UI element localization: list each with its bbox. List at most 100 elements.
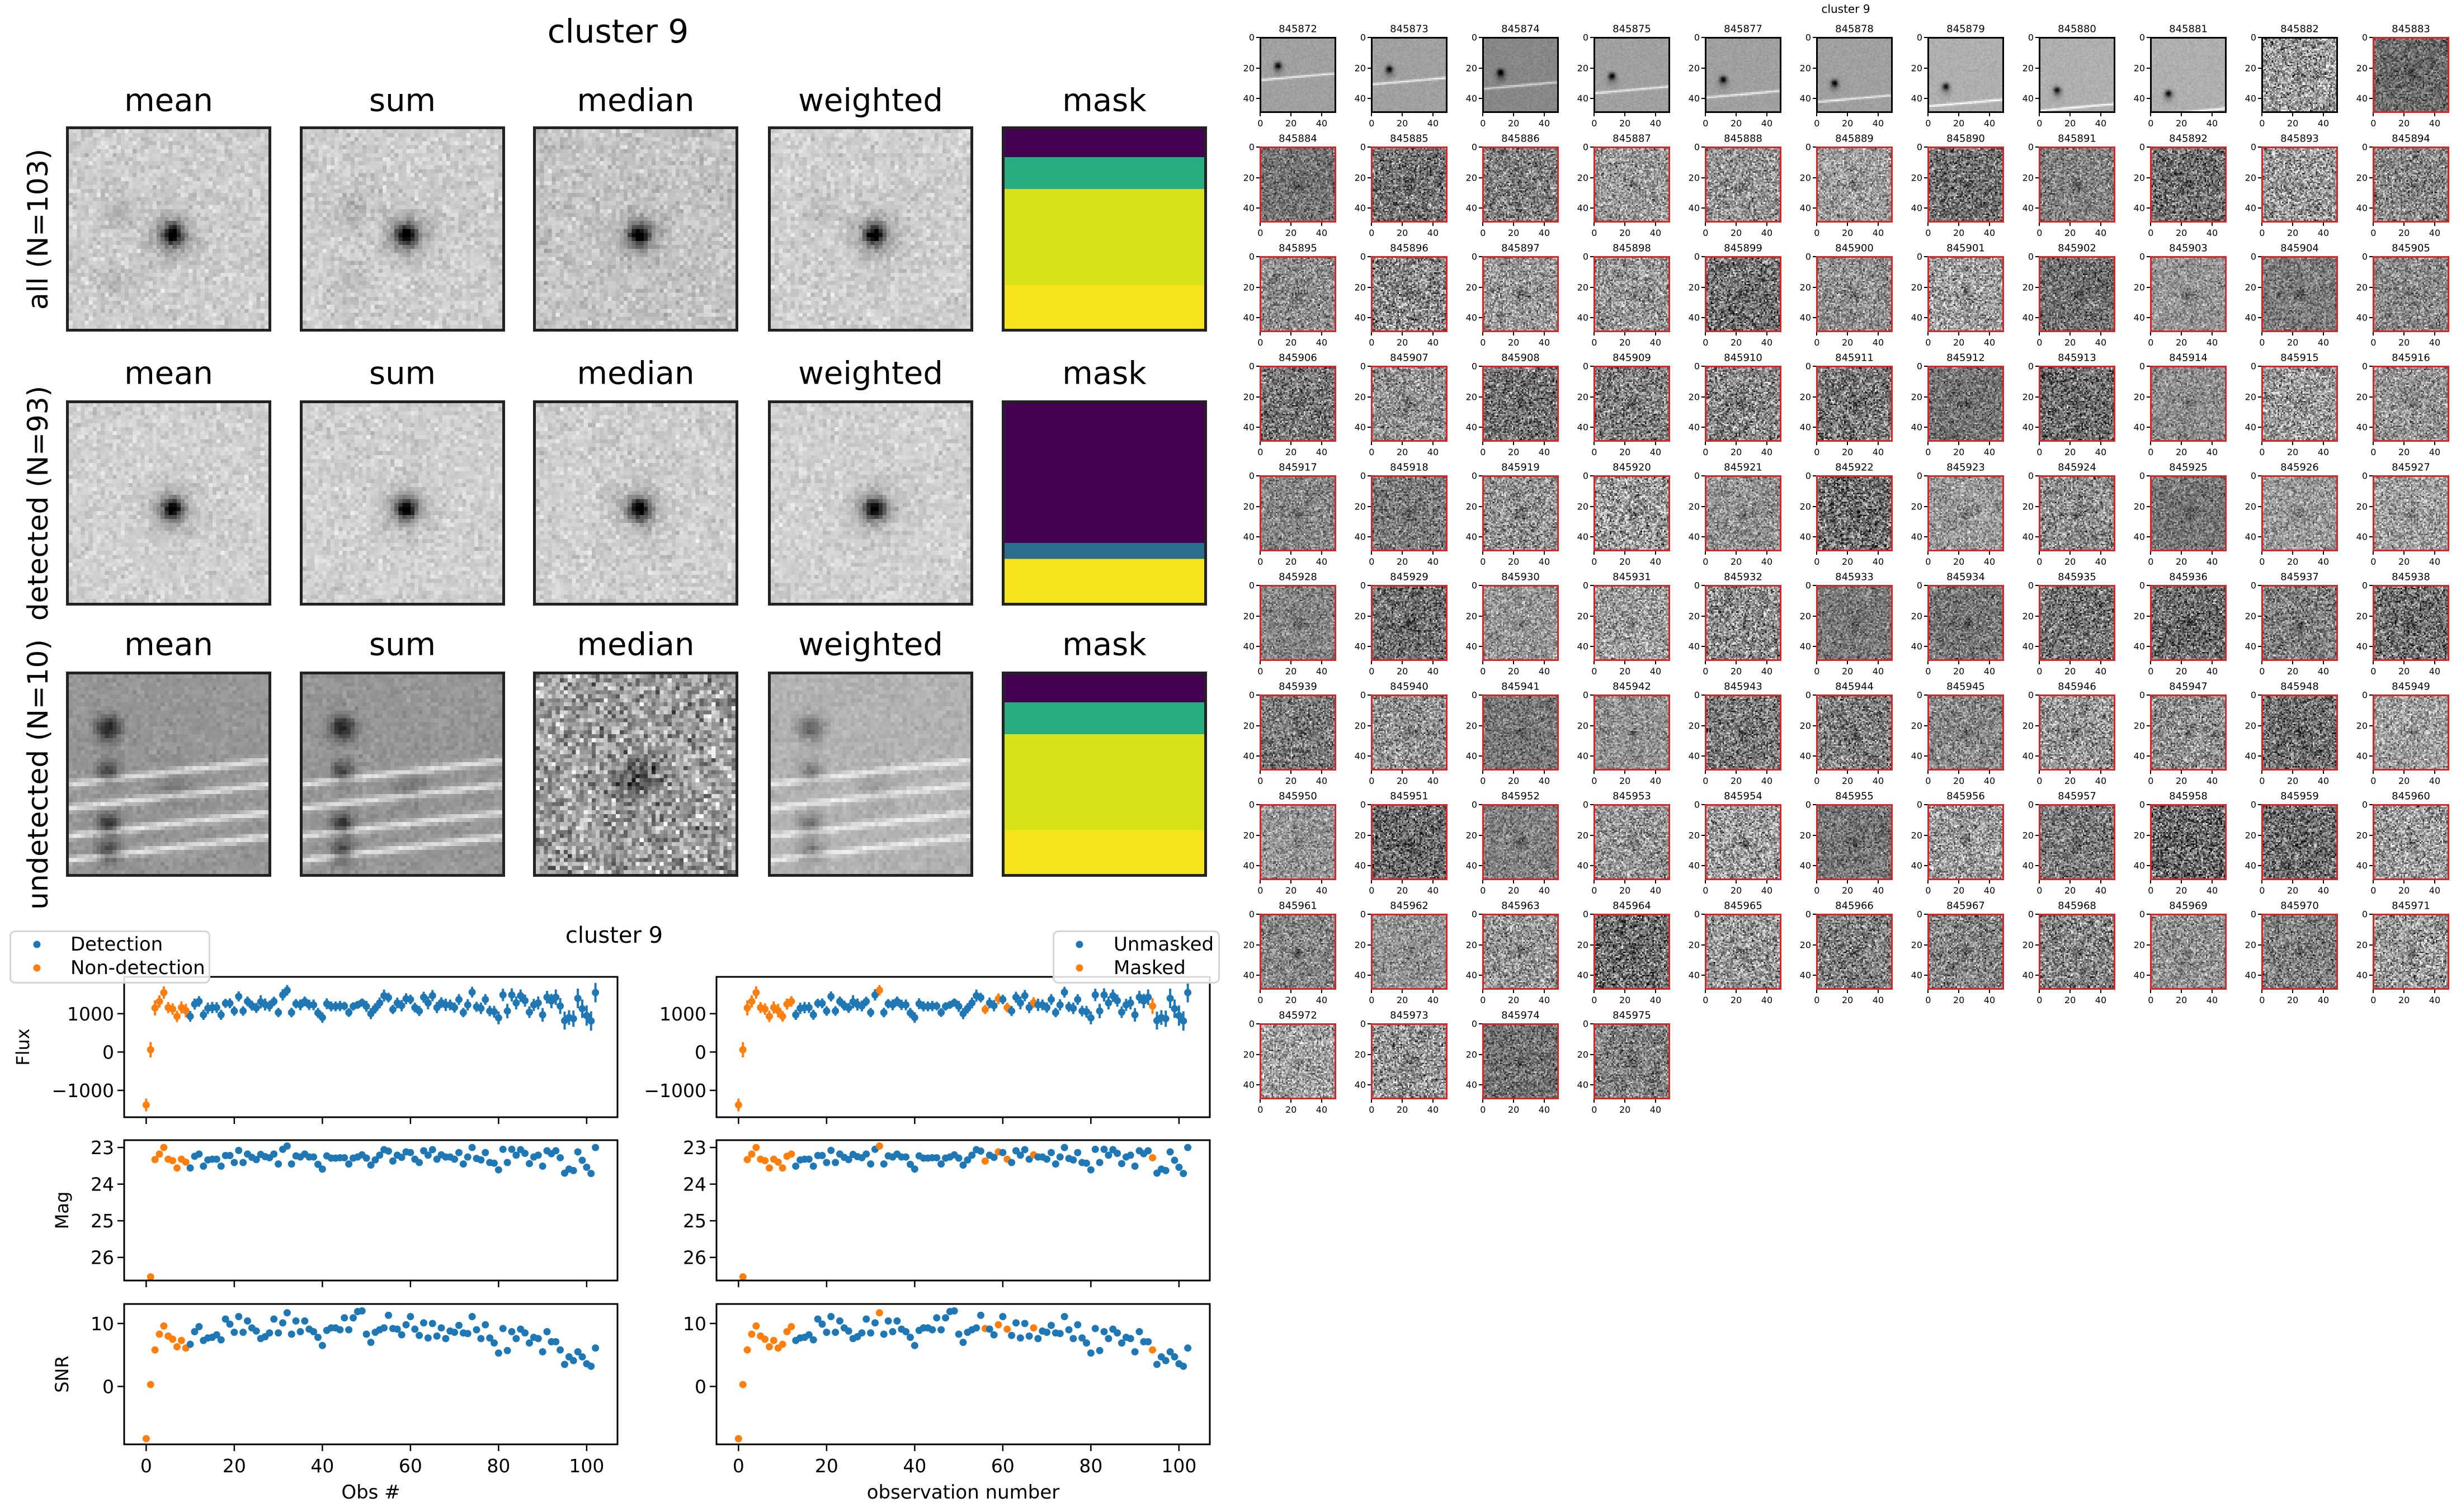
cutout-thumbnail[interactable]: [2373, 585, 2449, 661]
cutout-thumbnail[interactable]: [1593, 694, 1670, 771]
cutout-thumbnail[interactable]: [1482, 914, 1559, 990]
cutout-thumbnail[interactable]: [2373, 37, 2449, 113]
cutout-thumbnail[interactable]: [2373, 475, 2449, 551]
cutout-thumbnail[interactable]: [1371, 694, 1448, 771]
cutout-thumbnail[interactable]: [2261, 914, 2338, 990]
cutout-thumbnail[interactable]: [2261, 256, 2338, 332]
cutout-thumbnail[interactable]: [1260, 475, 1336, 551]
cutout-thumbnail[interactable]: [2261, 694, 2338, 771]
cutout-thumbnail[interactable]: [2150, 804, 2227, 880]
cutout-thumbnail[interactable]: [1260, 256, 1336, 332]
cutout-thumbnail[interactable]: [1816, 694, 1893, 771]
cutout-thumbnail[interactable]: [1816, 147, 1893, 223]
cutout-thumbnail[interactable]: [1371, 914, 1448, 990]
cutout-thumbnail[interactable]: [2373, 804, 2449, 880]
cutout-thumbnail[interactable]: [1705, 804, 1781, 880]
cutout-thumbnail[interactable]: [1482, 694, 1559, 771]
cutout-thumbnail[interactable]: [2261, 804, 2338, 880]
cutout-thumbnail[interactable]: [2039, 804, 2115, 880]
cutout-thumbnail[interactable]: [1705, 147, 1781, 223]
cutout-thumbnail[interactable]: [1482, 366, 1559, 442]
cutout-thumbnail[interactable]: [1705, 585, 1781, 661]
cutout-thumbnail[interactable]: [2039, 914, 2115, 990]
cutout-thumbnail[interactable]: [2039, 37, 2115, 113]
cutout-thumbnail[interactable]: [2373, 694, 2449, 771]
cutout-thumbnail[interactable]: [1260, 37, 1336, 113]
cutout-thumbnail[interactable]: [1593, 256, 1670, 332]
cutout-thumbnail[interactable]: [2261, 475, 2338, 551]
cutout-thumbnail[interactable]: [1927, 147, 2004, 223]
cutout-thumbnail[interactable]: [1927, 694, 2004, 771]
cutout-thumbnail[interactable]: [1260, 914, 1336, 990]
cutout-thumbnail[interactable]: [2150, 694, 2227, 771]
cutout-thumbnail[interactable]: [2039, 366, 2115, 442]
cutout-thumbnail[interactable]: [2039, 147, 2115, 223]
cutout-thumbnail[interactable]: [1593, 1023, 1670, 1099]
cutout-thumbnail[interactable]: [1593, 475, 1670, 551]
cutout-thumbnail[interactable]: [1260, 804, 1336, 880]
cutout-thumbnail[interactable]: [1816, 256, 1893, 332]
cutout-thumbnail[interactable]: [1371, 366, 1448, 442]
cutout-thumbnail[interactable]: [1816, 37, 1893, 113]
cutout-thumbnail[interactable]: [2039, 256, 2115, 332]
cutout-thumbnail[interactable]: [2150, 914, 2227, 990]
cutout-thumbnail[interactable]: [2373, 147, 2449, 223]
cutout-thumbnail[interactable]: [1816, 475, 1893, 551]
cutout-thumbnail[interactable]: [1927, 585, 2004, 661]
cutout-thumbnail[interactable]: [1816, 585, 1893, 661]
cutout-thumbnail[interactable]: [1482, 804, 1559, 880]
cutout-thumbnail[interactable]: [1705, 914, 1781, 990]
cutout-thumbnail[interactable]: [1705, 256, 1781, 332]
cutout-thumbnail[interactable]: [1816, 804, 1893, 880]
cutout-thumbnail[interactable]: [1482, 1023, 1559, 1099]
cutout-thumbnail[interactable]: [1260, 694, 1336, 771]
cutout-thumbnail[interactable]: [1927, 914, 2004, 990]
cutout-thumbnail[interactable]: [1927, 366, 2004, 442]
cutout-thumbnail[interactable]: [1371, 475, 1448, 551]
cutout-thumbnail[interactable]: [2039, 475, 2115, 551]
cutout-thumbnail[interactable]: [2150, 475, 2227, 551]
cutout-thumbnail[interactable]: [1260, 585, 1336, 661]
cutout-thumbnail[interactable]: [1705, 475, 1781, 551]
cutout-thumbnail[interactable]: [1593, 147, 1670, 223]
cutout-thumbnail[interactable]: [1816, 366, 1893, 442]
cutout-thumbnail[interactable]: [1260, 366, 1336, 442]
cutout-thumbnail[interactable]: [1371, 147, 1448, 223]
cutout-thumbnail[interactable]: [1816, 914, 1893, 990]
cutout-thumbnail[interactable]: [2261, 37, 2338, 113]
cutout-thumbnail[interactable]: [1371, 1023, 1448, 1099]
cutout-thumbnail[interactable]: [2150, 366, 2227, 442]
cutout-thumbnail[interactable]: [1927, 475, 2004, 551]
cutout-thumbnail[interactable]: [1371, 256, 1448, 332]
cutout-thumbnail[interactable]: [1705, 366, 1781, 442]
cutout-thumbnail[interactable]: [2039, 694, 2115, 771]
cutout-thumbnail[interactable]: [2150, 37, 2227, 113]
cutout-thumbnail[interactable]: [1371, 37, 1448, 113]
cutout-thumbnail[interactable]: [2039, 585, 2115, 661]
cutout-thumbnail[interactable]: [1260, 147, 1336, 223]
cutout-thumbnail[interactable]: [1705, 694, 1781, 771]
cutout-thumbnail[interactable]: [2150, 256, 2227, 332]
cutout-thumbnail[interactable]: [1593, 366, 1670, 442]
cutout-thumbnail[interactable]: [2261, 585, 2338, 661]
cutout-thumbnail[interactable]: [1482, 585, 1559, 661]
cutout-thumbnail[interactable]: [1482, 147, 1559, 223]
cutout-thumbnail[interactable]: [1371, 585, 1448, 661]
cutout-thumbnail[interactable]: [1593, 914, 1670, 990]
cutout-thumbnail[interactable]: [1593, 804, 1670, 880]
cutout-thumbnail[interactable]: [1927, 37, 2004, 113]
cutout-thumbnail[interactable]: [2261, 147, 2338, 223]
cutout-thumbnail[interactable]: [1705, 37, 1781, 113]
cutout-thumbnail[interactable]: [2261, 366, 2338, 442]
cutout-thumbnail[interactable]: [1482, 475, 1559, 551]
cutout-thumbnail[interactable]: [1593, 585, 1670, 661]
cutout-thumbnail[interactable]: [2373, 256, 2449, 332]
cutout-thumbnail[interactable]: [1927, 256, 2004, 332]
cutout-thumbnail[interactable]: [2150, 147, 2227, 223]
cutout-thumbnail[interactable]: [1371, 804, 1448, 880]
cutout-thumbnail[interactable]: [2373, 366, 2449, 442]
cutout-thumbnail[interactable]: [1482, 256, 1559, 332]
cutout-thumbnail[interactable]: [1593, 37, 1670, 113]
cutout-thumbnail[interactable]: [2150, 585, 2227, 661]
cutout-thumbnail[interactable]: [1260, 1023, 1336, 1099]
